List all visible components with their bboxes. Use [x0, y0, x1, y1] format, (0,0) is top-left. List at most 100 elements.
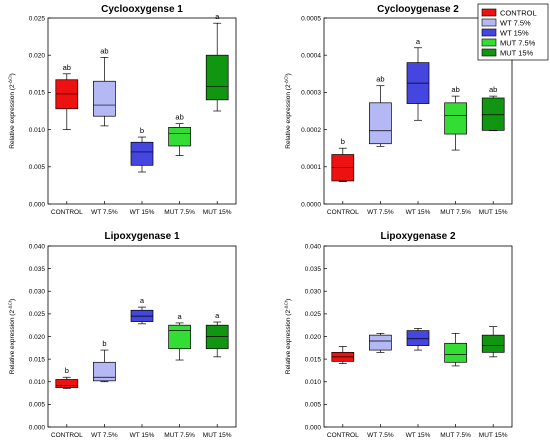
- box-body: [55, 79, 79, 110]
- significance-letter: ab: [100, 46, 108, 55]
- legend-label: MUT 7.5%: [500, 38, 536, 47]
- y-tick-label: 0.015: [305, 356, 322, 363]
- y-tick-label: 0.025: [29, 15, 46, 22]
- box-4: ab: [444, 85, 467, 151]
- y-tick-label: 0.005: [29, 164, 46, 171]
- legend-swatch: [481, 38, 497, 47]
- y-tick-label: 0.000: [305, 424, 322, 431]
- x-tick-label: WT 7.5%: [367, 432, 394, 439]
- box-5: ab: [481, 85, 505, 132]
- legend-label: WT 7.5%: [500, 18, 531, 27]
- significance-letter: ab: [489, 85, 497, 94]
- box-3: a: [130, 296, 154, 325]
- y-tick-label: 0.010: [29, 127, 46, 134]
- y-tick-label: 0.0003: [301, 90, 321, 97]
- y-tick-label: 0.000: [29, 201, 46, 208]
- y-axis-label-superscript: -ΔCt: [284, 75, 289, 85]
- significance-letter: b: [65, 366, 69, 375]
- y-tick-label: 0.025: [29, 311, 46, 318]
- y-tick-label: 0.040: [29, 243, 46, 250]
- y-tick-label: 0.0000: [301, 201, 321, 208]
- box-3: [406, 328, 430, 351]
- legend-swatch: [481, 48, 497, 57]
- y-tick-label: 0.010: [305, 379, 322, 386]
- box-body: [55, 379, 79, 388]
- x-tick-label: MUT 15%: [203, 432, 232, 439]
- significance-letter: b: [102, 339, 106, 348]
- y-tick-label: 0.020: [305, 334, 322, 341]
- x-tick-label: CONTROL: [327, 209, 359, 216]
- y-tick-label: 0.030: [29, 289, 46, 296]
- legend-label: WT 15%: [500, 28, 529, 37]
- y-axis-label: Relative expression (2-ΔCt): [8, 73, 17, 149]
- x-tick-label: CONTROL: [327, 432, 359, 439]
- x-tick-label: MUT 15%: [203, 209, 232, 216]
- y-tick-label: 0.0004: [301, 53, 321, 60]
- box-body: [369, 102, 392, 145]
- y-tick-label: 0.040: [305, 243, 322, 250]
- legend-swatch: [481, 8, 497, 17]
- significance-letter: a: [215, 12, 220, 21]
- y-axis-label-superscript: -ΔCt: [8, 75, 13, 85]
- box-body: [481, 97, 505, 131]
- y-tick-label: 0.020: [29, 53, 46, 60]
- significance-letter: a: [178, 312, 183, 321]
- box-2: [369, 332, 392, 353]
- x-tick-label: CONTROL: [51, 432, 83, 439]
- x-tick-label: MUT 15%: [479, 432, 508, 439]
- y-axis-label: Relative expression (2-ΔCt): [284, 299, 293, 375]
- y-tick-label: 0.0001: [301, 164, 321, 171]
- significance-letter: b: [341, 137, 345, 146]
- box-body: [130, 141, 154, 166]
- x-tick-label: MUT 7.5%: [164, 209, 195, 216]
- box-body: [168, 127, 191, 147]
- y-axis-label-main: Relative expression (2: [285, 84, 292, 149]
- chart-panel-4: Lipoxygenase 2 0.000 0.005 0.010 0.015 0.020 0…: [284, 231, 513, 439]
- y-tick-label: 0.005: [29, 402, 46, 409]
- significance-letter: ab: [175, 113, 183, 122]
- box-5: a: [205, 12, 229, 112]
- y-axis-label-close: ): [9, 299, 16, 301]
- x-tick-label: WT 7.5%: [91, 432, 118, 439]
- y-tick-label: 0.035: [29, 266, 46, 273]
- box-3: a: [406, 37, 430, 121]
- significance-letter: ab: [376, 75, 384, 84]
- y-tick-label: 0.0005: [301, 15, 321, 22]
- x-tick-label: WT 15%: [406, 209, 431, 216]
- y-axis-label-superscript: -ΔCt: [8, 300, 13, 310]
- chart-title: Lipoxygenase 1: [104, 231, 179, 242]
- significance-letter: b: [140, 126, 144, 135]
- y-axis-label-close: ): [9, 73, 16, 75]
- chart-title: Cyclooygenase 2: [377, 4, 459, 15]
- y-tick-label: 0.025: [305, 311, 322, 318]
- box-3: b: [130, 126, 154, 173]
- y-axis-label: Relative expression (2-ΔCt): [8, 299, 17, 375]
- x-tick-label: MUT 15%: [479, 209, 508, 216]
- significance-letter: a: [215, 311, 220, 320]
- box-body: [481, 334, 505, 353]
- box-1: [331, 346, 355, 364]
- y-tick-label: 0.005: [305, 402, 322, 409]
- x-tick-label: WT 7.5%: [91, 209, 118, 216]
- box-1: ab: [55, 63, 79, 130]
- box-body: [406, 330, 430, 346]
- significance-letter: a: [140, 296, 145, 305]
- y-axis-label: Relative expression (2-ΔCt): [284, 73, 293, 149]
- x-tick-label: WT 15%: [406, 432, 431, 439]
- y-tick-label: 0.010: [29, 379, 46, 386]
- box-5: [481, 326, 505, 358]
- box-2: ab: [93, 46, 116, 127]
- chart-title: Cyclooxygense 1: [101, 4, 183, 15]
- box-body: [93, 361, 116, 382]
- x-tick-label: WT 15%: [130, 432, 155, 439]
- y-tick-label: 0.030: [305, 289, 322, 296]
- x-tick-label: MUT 7.5%: [440, 209, 471, 216]
- y-tick-label: 0.0002: [301, 127, 321, 134]
- box-4: ab: [168, 113, 191, 156]
- box-body: [444, 102, 467, 135]
- y-axis-label-close: ): [285, 73, 292, 75]
- y-axis-label-main: Relative expression (2: [9, 310, 16, 375]
- x-tick-label: MUT 7.5%: [440, 432, 471, 439]
